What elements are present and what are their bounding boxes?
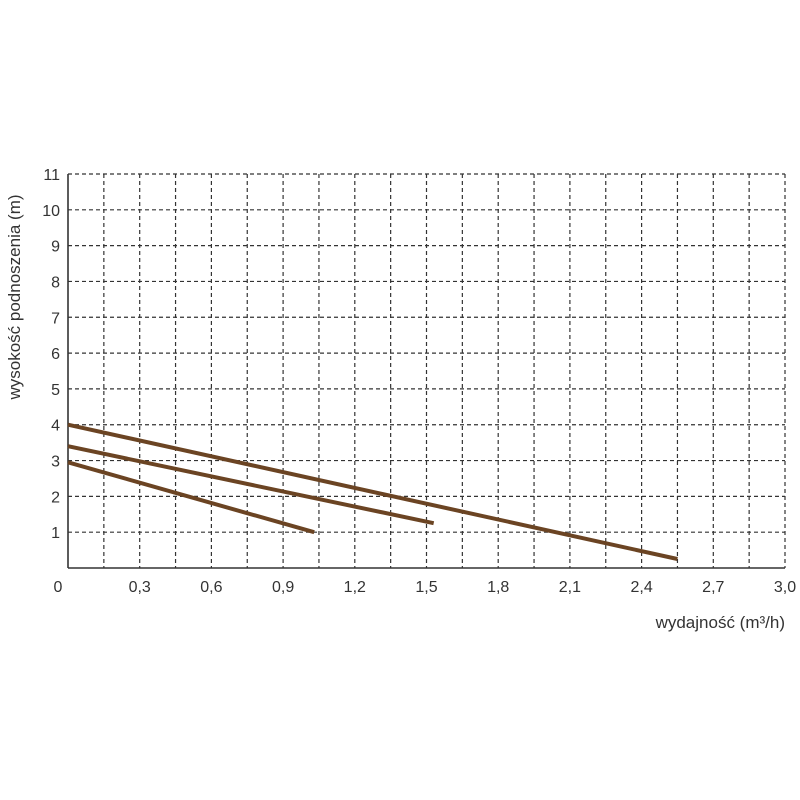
y-axis-label: wysokość podnoszenia (m) xyxy=(5,194,24,400)
y-tick-label: 7 xyxy=(51,310,60,327)
x-tick-label: 0 xyxy=(54,579,63,596)
y-tick-label: 9 xyxy=(51,239,60,256)
y-tick-label: 6 xyxy=(51,346,60,363)
y-tick-label: 3 xyxy=(51,454,60,471)
x-tick-label: 2,7 xyxy=(702,579,724,596)
x-tick-label: 1,5 xyxy=(415,579,437,596)
y-tick-labels: 1 2 3 4 5 6 7 8 9 10 11 xyxy=(42,167,60,542)
series-line-3 xyxy=(67,460,315,535)
y-tick-label: 8 xyxy=(51,274,60,291)
grid xyxy=(68,173,786,568)
series-line-2 xyxy=(67,444,435,526)
x-tick-label: 1,2 xyxy=(344,579,366,596)
y-tick-label: 1 xyxy=(51,525,60,542)
y-tick-label: 4 xyxy=(51,418,60,435)
y-tick-label: 11 xyxy=(43,167,60,184)
x-tick-label: 1,8 xyxy=(487,579,509,596)
series-lines xyxy=(67,422,678,561)
x-tick-label: 0,3 xyxy=(129,579,151,596)
x-tick-label: 2,1 xyxy=(559,579,581,596)
x-tick-label: 3,0 xyxy=(774,579,796,596)
series-line-1 xyxy=(67,422,678,561)
x-tick-labels: 0 0,3 0,6 0,9 1,2 1,5 1,8 2,1 2,4 2,7 3,0 xyxy=(54,579,797,596)
y-tick-label: 5 xyxy=(51,382,60,399)
y-tick-label: 2 xyxy=(51,489,60,506)
y-tick-label: 10 xyxy=(42,203,60,220)
x-tick-label: 0,9 xyxy=(272,579,294,596)
x-tick-label: 2,4 xyxy=(630,579,652,596)
axes xyxy=(67,174,785,569)
x-tick-label: 0,6 xyxy=(200,579,222,596)
x-axis-label: wydajność (m³/h) xyxy=(655,613,785,632)
